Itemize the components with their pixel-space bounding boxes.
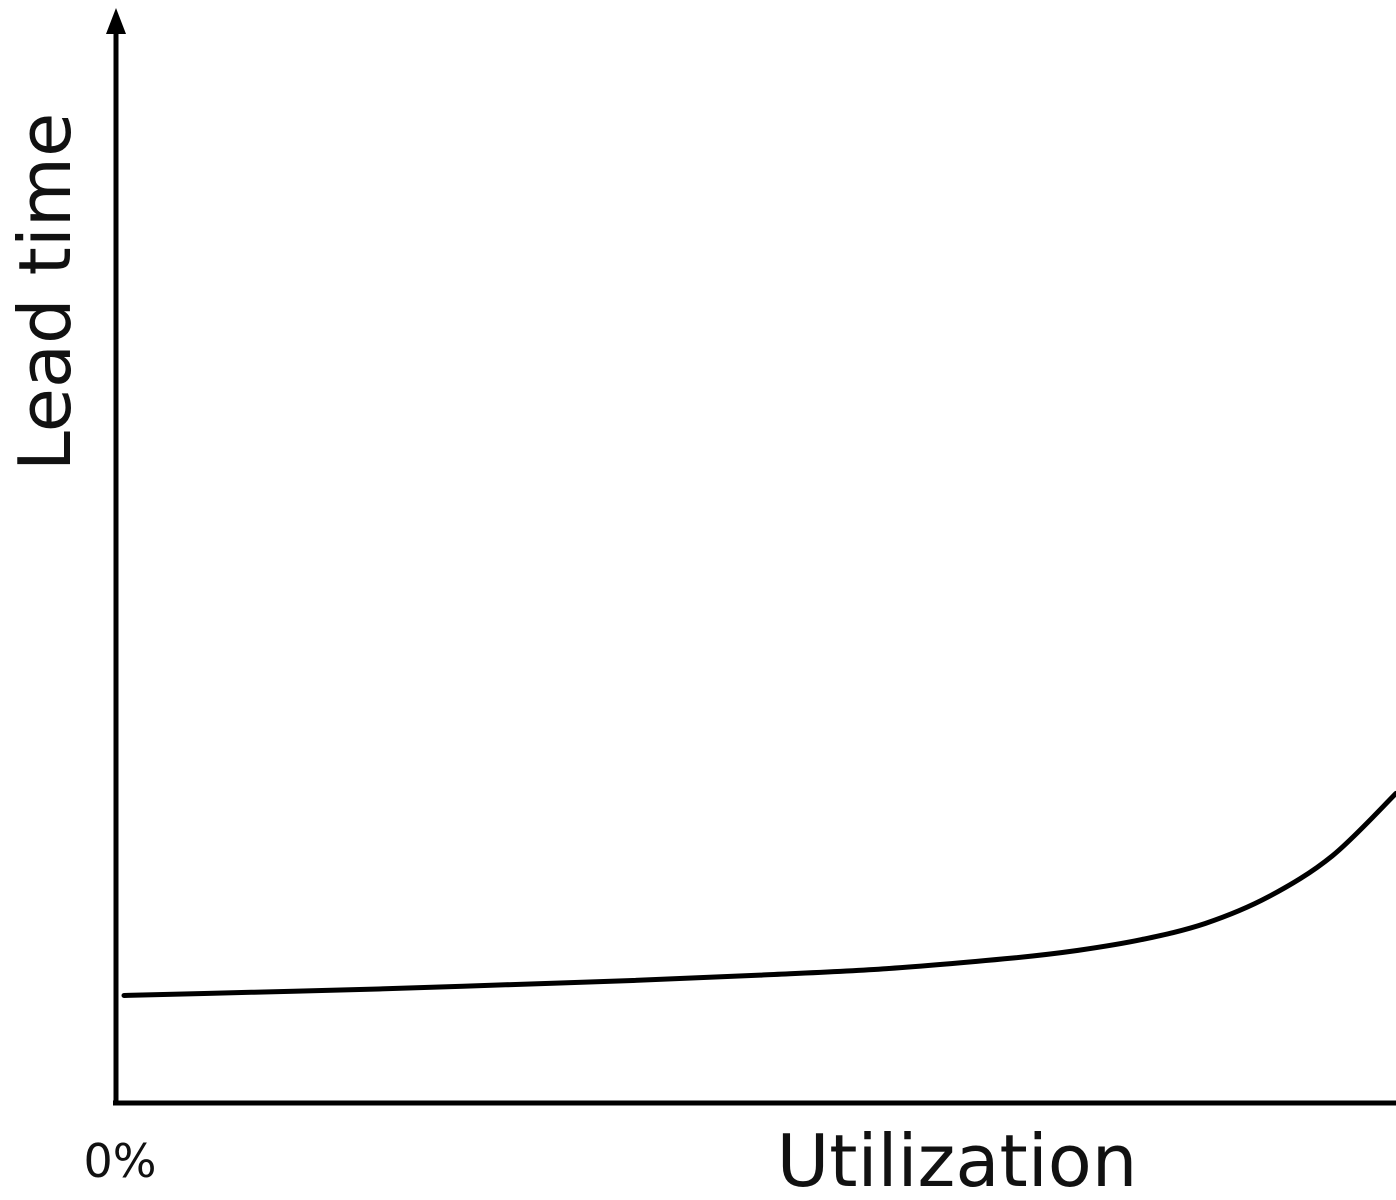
x-axis-label: Utilization [777,1119,1138,1196]
x-tick-label-0: 0% [84,1134,157,1188]
y-axis-arrow-icon [106,8,126,34]
series-line-0 [121,790,1396,998]
y-axis-label: Lead time [3,113,87,472]
series-group [121,790,1396,998]
